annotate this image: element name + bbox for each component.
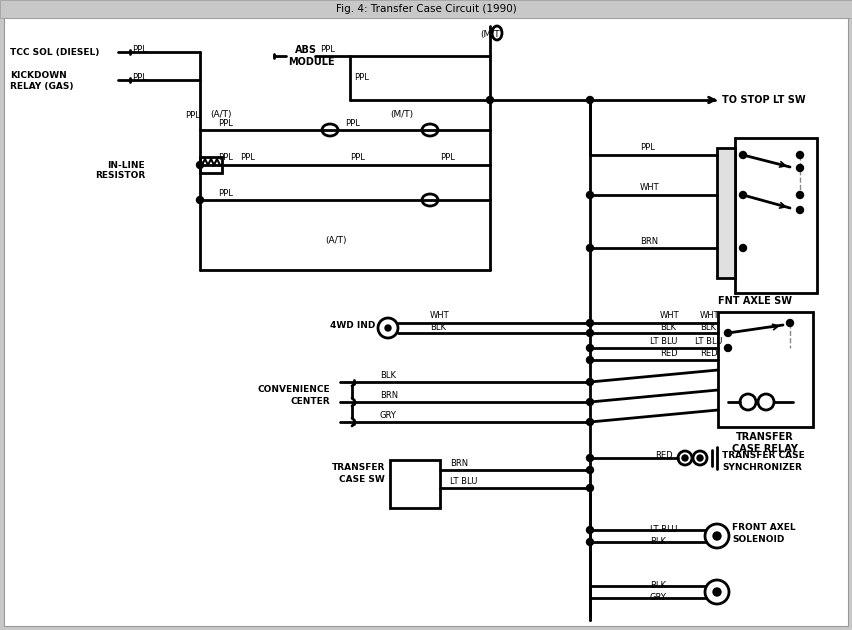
Text: LT BLU: LT BLU (650, 525, 677, 534)
Text: PPL: PPL (218, 154, 233, 163)
Text: CENTER: CENTER (291, 398, 330, 406)
Text: IN-LINE: IN-LINE (107, 161, 145, 169)
Text: TRANSFER: TRANSFER (331, 464, 385, 472)
Circle shape (713, 588, 721, 596)
Text: Fig. 4: Transfer Case Circuit (1990): Fig. 4: Transfer Case Circuit (1990) (336, 4, 516, 14)
Text: (M/T): (M/T) (480, 30, 504, 40)
Circle shape (586, 192, 594, 198)
Circle shape (724, 345, 732, 352)
Text: BLK: BLK (660, 323, 676, 331)
Text: MODULE: MODULE (288, 57, 335, 67)
Text: GRY: GRY (380, 411, 397, 420)
Text: CASE RELAY: CASE RELAY (732, 444, 798, 454)
Text: BLK: BLK (650, 581, 666, 590)
Text: PPL: PPL (240, 154, 255, 163)
Circle shape (586, 454, 594, 462)
Circle shape (713, 532, 721, 540)
Text: 4WD IND: 4WD IND (330, 321, 375, 329)
Text: (A/T): (A/T) (210, 110, 232, 120)
Circle shape (486, 96, 493, 103)
Text: FRONT AXEL: FRONT AXEL (732, 524, 796, 532)
Text: TO STOP LT SW: TO STOP LT SW (722, 95, 806, 105)
Bar (0, 0, 852, 18)
Text: ABS: ABS (295, 45, 317, 55)
Bar (717, 148, 735, 278)
Text: BLK: BLK (700, 323, 716, 331)
Text: SOLENOID: SOLENOID (732, 536, 785, 544)
Bar (200, 157, 222, 173)
Text: PPL: PPL (440, 154, 455, 163)
Circle shape (797, 192, 803, 198)
Bar (718, 312, 813, 427)
Text: GRY: GRY (650, 593, 667, 602)
Text: BLK: BLK (380, 370, 396, 379)
Bar (390, 460, 440, 508)
Circle shape (586, 399, 594, 406)
Text: RESISTOR: RESISTOR (95, 171, 145, 181)
Circle shape (740, 244, 746, 251)
Circle shape (586, 539, 594, 546)
Circle shape (797, 164, 803, 171)
Circle shape (682, 455, 688, 461)
Circle shape (586, 527, 594, 534)
Circle shape (740, 192, 746, 198)
Text: (M/T): (M/T) (390, 110, 413, 120)
Text: PPL: PPL (185, 110, 200, 120)
Circle shape (197, 197, 204, 203)
Text: PPL: PPL (218, 188, 233, 197)
Text: PPL: PPL (350, 154, 365, 163)
Text: PPL: PPL (345, 118, 360, 127)
Text: BLK: BLK (650, 537, 666, 546)
Text: KICKDOWN: KICKDOWN (10, 71, 66, 79)
Text: PPL: PPL (320, 45, 335, 55)
Text: WHT: WHT (700, 311, 720, 321)
Text: BRN: BRN (640, 236, 658, 246)
Circle shape (586, 357, 594, 364)
Text: BLK: BLK (430, 323, 446, 331)
Circle shape (740, 151, 746, 159)
Circle shape (586, 466, 594, 474)
Circle shape (797, 151, 803, 159)
Text: TCC SOL (DIESEL): TCC SOL (DIESEL) (10, 47, 100, 57)
Text: WHT: WHT (660, 311, 680, 321)
Circle shape (586, 96, 594, 103)
Circle shape (786, 319, 793, 326)
Text: PPL: PPL (132, 45, 147, 54)
Text: PPL: PPL (218, 118, 233, 127)
Bar (735, 138, 817, 293)
Text: CONVENIENCE: CONVENIENCE (257, 386, 330, 394)
Text: RELAY (GAS): RELAY (GAS) (10, 81, 73, 91)
Text: FNT AXLE SW: FNT AXLE SW (718, 296, 792, 306)
Text: TRANSFER CASE: TRANSFER CASE (722, 450, 805, 459)
Text: PPL: PPL (354, 74, 369, 83)
Circle shape (586, 345, 594, 352)
Circle shape (586, 379, 594, 386)
Circle shape (586, 418, 594, 425)
Text: LT BLU: LT BLU (450, 478, 477, 486)
Circle shape (697, 455, 703, 461)
Text: (A/T): (A/T) (325, 236, 347, 244)
Text: RED: RED (660, 350, 677, 358)
Text: RED: RED (655, 450, 672, 459)
Circle shape (197, 161, 204, 168)
Text: WHT: WHT (430, 311, 450, 321)
Circle shape (724, 329, 732, 336)
Text: BRN: BRN (450, 459, 468, 469)
Text: TRANSFER: TRANSFER (736, 432, 794, 442)
Text: RED: RED (700, 350, 717, 358)
Text: WHT: WHT (640, 183, 659, 193)
Circle shape (586, 244, 594, 251)
Circle shape (385, 325, 391, 331)
Text: SYNCHRONIZER: SYNCHRONIZER (722, 462, 802, 471)
Text: LT BLU: LT BLU (695, 338, 722, 346)
Text: LT BLU: LT BLU (650, 338, 677, 346)
Text: PPL: PPL (132, 72, 147, 81)
Circle shape (586, 319, 594, 326)
Text: BRN: BRN (380, 391, 398, 401)
Circle shape (586, 329, 594, 336)
Circle shape (797, 207, 803, 214)
Text: PPL: PPL (640, 144, 655, 152)
Text: CASE SW: CASE SW (339, 476, 385, 484)
Circle shape (586, 484, 594, 491)
